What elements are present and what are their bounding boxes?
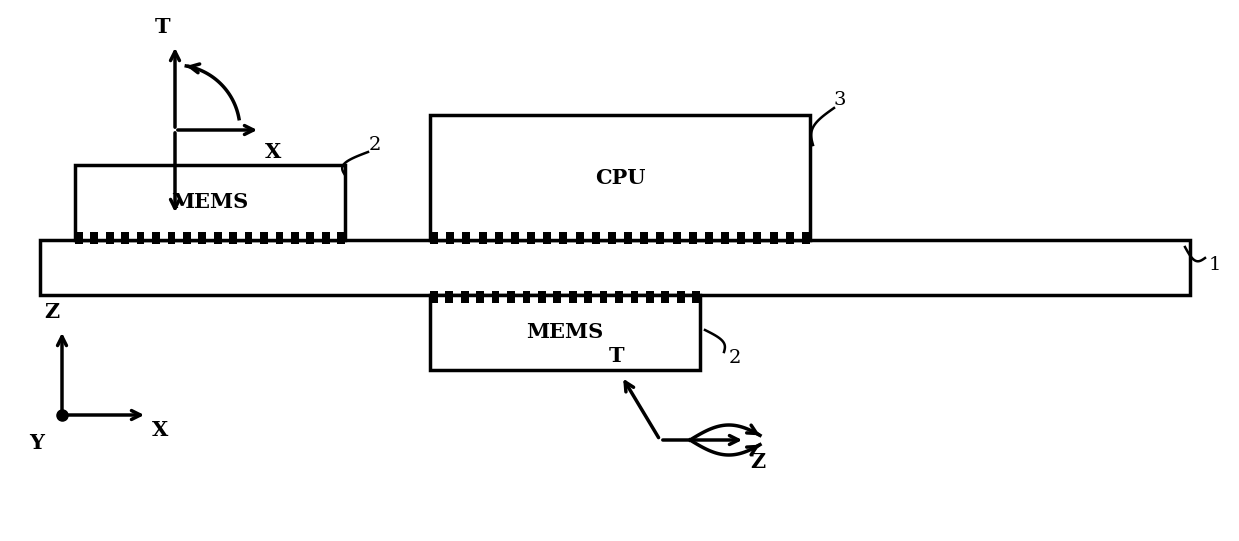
Bar: [476, 291, 484, 303]
Bar: [769, 232, 778, 244]
Bar: [461, 291, 468, 303]
Bar: [121, 232, 129, 244]
Text: X: X: [152, 420, 169, 440]
Bar: [802, 232, 810, 244]
Text: 2: 2: [369, 136, 382, 154]
Bar: [198, 232, 206, 244]
Text: T: T: [608, 346, 624, 366]
Bar: [705, 232, 712, 244]
Bar: [673, 232, 680, 244]
Bar: [523, 291, 530, 303]
Bar: [615, 291, 623, 303]
Bar: [446, 232, 455, 244]
Bar: [492, 291, 499, 303]
Bar: [662, 291, 669, 303]
Text: CPU: CPU: [595, 168, 646, 188]
Bar: [657, 232, 664, 244]
Text: Z: Z: [750, 452, 766, 472]
Text: 3: 3: [834, 91, 846, 109]
Bar: [275, 232, 284, 244]
Bar: [494, 232, 503, 244]
Text: Y: Y: [28, 433, 45, 453]
Bar: [322, 232, 330, 244]
Bar: [608, 232, 616, 244]
Bar: [430, 291, 437, 303]
Bar: [430, 232, 439, 244]
Bar: [152, 232, 160, 244]
Bar: [641, 232, 648, 244]
Bar: [585, 291, 592, 303]
Bar: [624, 232, 632, 244]
Bar: [90, 232, 98, 244]
Bar: [543, 232, 551, 244]
Bar: [229, 232, 237, 244]
Bar: [631, 291, 638, 303]
Bar: [693, 291, 700, 303]
Bar: [76, 232, 83, 244]
Bar: [527, 232, 535, 244]
Bar: [291, 232, 299, 244]
Bar: [136, 232, 145, 244]
Bar: [337, 232, 344, 244]
Bar: [538, 291, 545, 303]
Bar: [676, 291, 685, 303]
Bar: [306, 232, 315, 244]
Bar: [576, 232, 584, 244]
Bar: [40, 240, 1189, 295]
Bar: [214, 232, 222, 244]
Bar: [510, 232, 519, 244]
Bar: [105, 232, 114, 244]
Bar: [721, 232, 729, 244]
Bar: [430, 115, 810, 240]
Text: 1: 1: [1209, 256, 1222, 274]
Bar: [446, 291, 453, 303]
Bar: [76, 165, 344, 240]
Text: MEMS: MEMS: [527, 322, 603, 342]
Bar: [430, 295, 700, 370]
Bar: [737, 232, 746, 244]
Text: T: T: [155, 17, 171, 37]
Bar: [646, 291, 654, 303]
Bar: [507, 291, 515, 303]
Text: Z: Z: [45, 302, 59, 322]
Bar: [753, 232, 762, 244]
Bar: [260, 232, 268, 244]
Bar: [554, 291, 561, 303]
Bar: [167, 232, 175, 244]
Text: MEMS: MEMS: [171, 193, 249, 213]
Text: 2: 2: [729, 349, 741, 367]
Bar: [183, 232, 191, 244]
Bar: [559, 232, 567, 244]
Text: X: X: [265, 142, 281, 162]
Bar: [478, 232, 487, 244]
Bar: [600, 291, 607, 303]
Bar: [569, 291, 576, 303]
Bar: [592, 232, 600, 244]
Bar: [689, 232, 696, 244]
Bar: [245, 232, 253, 244]
Bar: [462, 232, 471, 244]
Bar: [786, 232, 794, 244]
